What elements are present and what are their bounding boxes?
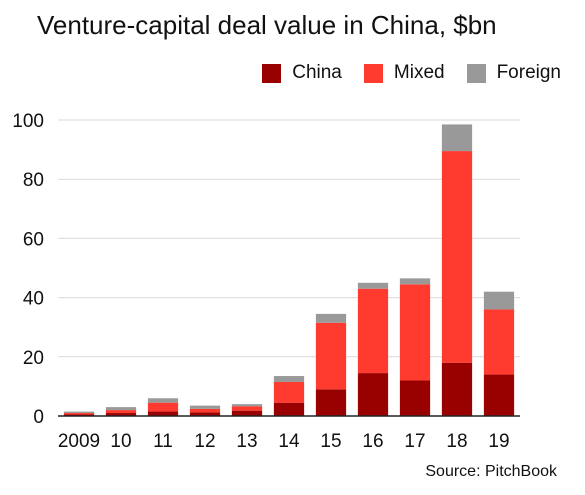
- legend-swatch-china: [262, 63, 282, 83]
- bar-segment-foreign: [231, 404, 263, 407]
- bar-segment-china: [147, 411, 179, 416]
- x-tick-label: 13: [236, 431, 257, 452]
- y-tick-label: 60: [23, 229, 44, 250]
- legend-label-foreign: Foreign: [496, 62, 561, 83]
- x-tick-label: 2009: [58, 431, 100, 452]
- bar-segment-foreign: [315, 313, 347, 323]
- bar-segment-foreign: [147, 398, 179, 403]
- legend-item-mixed: Mixed: [363, 62, 445, 84]
- bar-segment-foreign: [105, 407, 137, 411]
- bar-segment-china: [231, 410, 263, 416]
- legend-label-china: China: [292, 62, 342, 83]
- x-tick-label: 18: [446, 431, 467, 452]
- y-tick-label: 20: [23, 348, 44, 369]
- source-note: Source: PitchBook: [425, 463, 557, 480]
- y-tick-label: 0: [33, 407, 44, 428]
- legend-swatch-foreign: [466, 63, 486, 83]
- bar-segment-china: [315, 389, 347, 416]
- bar-segment-china: [273, 402, 305, 416]
- bar-segment-mixed: [231, 406, 263, 411]
- y-tick-label: 80: [23, 170, 44, 191]
- legend: China Mixed Foreign: [240, 62, 561, 84]
- bar-segment-china: [357, 373, 389, 416]
- legend-item-foreign: Foreign: [466, 62, 561, 84]
- bar-segment-mixed: [105, 410, 137, 414]
- x-tick-label: 19: [488, 431, 509, 452]
- x-tick-label: 11: [153, 431, 173, 452]
- x-tick-label: 17: [404, 431, 425, 452]
- x-tick-label: 10: [110, 431, 131, 452]
- bar-segment-mixed: [147, 402, 179, 412]
- x-tick-label: 12: [194, 431, 215, 452]
- bar-segment-foreign: [441, 124, 473, 152]
- bar-segment-foreign: [273, 376, 305, 382]
- y-tick-label: 40: [23, 289, 44, 310]
- x-tick-label: 16: [362, 431, 383, 452]
- bar-segment-mixed: [483, 309, 515, 375]
- bar-segment-china: [399, 380, 431, 416]
- bar-segment-mixed: [63, 413, 95, 415]
- bar-segment-foreign: [399, 278, 431, 285]
- bar-segment-mixed: [357, 288, 389, 374]
- bar-segment-foreign: [483, 291, 515, 310]
- bar-segment-foreign: [357, 282, 389, 289]
- legend-item-china: China: [262, 62, 342, 84]
- bar-segment-china: [441, 362, 473, 416]
- bar-segment-mixed: [315, 322, 347, 390]
- bar-segment-mixed: [441, 151, 473, 363]
- x-tick-label: 15: [320, 431, 341, 452]
- bar-segment-foreign: [63, 411, 95, 414]
- bar-segment-china: [189, 412, 221, 416]
- legend-swatch-mixed: [363, 63, 383, 83]
- y-tick-label: 100: [12, 111, 44, 132]
- bar-segment-china: [483, 374, 515, 416]
- bar-segment-mixed: [399, 284, 431, 381]
- bar-segment-china: [105, 413, 137, 416]
- x-tick-label: 14: [278, 431, 300, 452]
- bar-segment-mixed: [189, 408, 221, 413]
- chart-title: Venture-capital deal value in China, $bn: [37, 10, 497, 40]
- bar-segment-mixed: [273, 381, 305, 403]
- legend-label-mixed: Mixed: [393, 62, 445, 83]
- bar-segment-foreign: [189, 405, 221, 409]
